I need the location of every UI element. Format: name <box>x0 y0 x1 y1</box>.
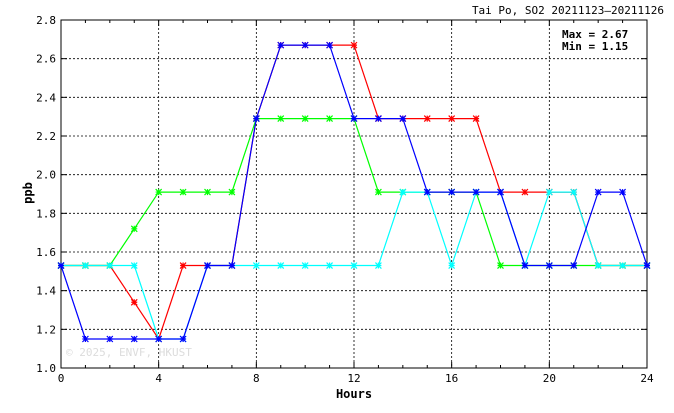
data-point <box>81 262 89 269</box>
data-point <box>130 225 138 233</box>
data-point <box>545 262 553 269</box>
y-tick-label: 1.6 <box>36 246 56 259</box>
data-point <box>374 262 382 269</box>
data-point <box>106 335 114 343</box>
y-tick-label: 1.2 <box>36 323 56 336</box>
x-tick-label: 0 <box>58 372 65 385</box>
data-point <box>570 188 578 196</box>
data-point <box>277 41 285 49</box>
data-point <box>301 115 309 123</box>
data-point <box>497 262 504 269</box>
data-point <box>228 262 236 269</box>
axes: 0 4 8 12 16 20 24 1.0 1.2 1.4 1.6 1.8 2.0 2.2 2.4 2.6 2.… <box>36 14 654 385</box>
data-point <box>399 115 407 123</box>
data-point <box>448 188 456 196</box>
data-point <box>374 115 382 123</box>
data-point <box>204 188 211 196</box>
grid <box>61 20 647 368</box>
data-point <box>374 188 382 196</box>
x-tick-label: 20 <box>543 372 556 385</box>
data-point <box>350 115 358 123</box>
data-point <box>228 188 236 196</box>
data-point <box>252 262 260 269</box>
data-point <box>277 262 285 269</box>
data-point <box>619 188 627 196</box>
watermark: © 2025, ENVF, HKUST <box>66 346 192 359</box>
data-point <box>326 115 334 123</box>
data-point <box>350 41 358 49</box>
x-tick-label: 24 <box>640 372 654 385</box>
data-point <box>594 262 602 269</box>
plot-frame <box>60 19 648 369</box>
data-point <box>350 262 358 269</box>
data-point <box>326 41 334 49</box>
x-tick-label: 12 <box>347 372 360 385</box>
data-point <box>57 262 65 269</box>
series-group <box>57 41 651 343</box>
y-tick-label: 2.0 <box>36 169 56 182</box>
x-tick-label: 4 <box>155 372 162 385</box>
data-point <box>179 335 187 343</box>
data-point <box>301 262 309 269</box>
x-tick-label: 8 <box>253 372 260 385</box>
data-point <box>423 188 431 196</box>
y-tick-label: 2.6 <box>36 53 56 66</box>
y-tick-label: 1.4 <box>36 285 56 298</box>
data-point <box>521 188 529 196</box>
max-stat: Max = 2.67 <box>562 28 628 41</box>
data-point <box>594 188 602 196</box>
data-point <box>301 41 309 49</box>
data-point <box>81 335 89 343</box>
data-point <box>399 188 407 196</box>
data-point <box>204 262 211 269</box>
x-tick-label: 16 <box>445 372 458 385</box>
data-point <box>326 262 334 269</box>
data-point <box>619 262 627 269</box>
data-point <box>545 188 553 196</box>
data-point <box>472 188 480 196</box>
data-point <box>643 262 651 269</box>
data-point <box>130 262 138 269</box>
data-point <box>570 262 578 269</box>
data-point <box>130 335 138 343</box>
data-point <box>448 115 456 123</box>
min-stat: Min = 1.15 <box>562 40 628 53</box>
y-tick-label: 1.8 <box>36 207 56 220</box>
data-point <box>155 188 163 196</box>
data-point <box>423 115 431 123</box>
data-point <box>448 262 456 269</box>
y-tick-label: 2.4 <box>36 91 56 104</box>
chart-title: Tai Po, SO2 20211123—20211126 <box>472 4 664 17</box>
x-axis-label: Hours <box>336 387 372 401</box>
data-point <box>497 188 504 196</box>
y-tick-label: 1.0 <box>36 362 56 375</box>
data-point <box>277 115 285 123</box>
data-point <box>472 115 480 123</box>
y-tick-label: 2.2 <box>36 130 56 143</box>
data-point <box>155 335 163 343</box>
data-point <box>252 115 260 123</box>
data-point <box>521 262 529 269</box>
y-tick-label: 2.8 <box>36 14 56 27</box>
data-point <box>130 298 138 306</box>
data-point <box>179 262 187 269</box>
y-axis-label: ppb <box>21 182 35 204</box>
data-point <box>106 262 114 269</box>
data-point <box>179 188 187 196</box>
